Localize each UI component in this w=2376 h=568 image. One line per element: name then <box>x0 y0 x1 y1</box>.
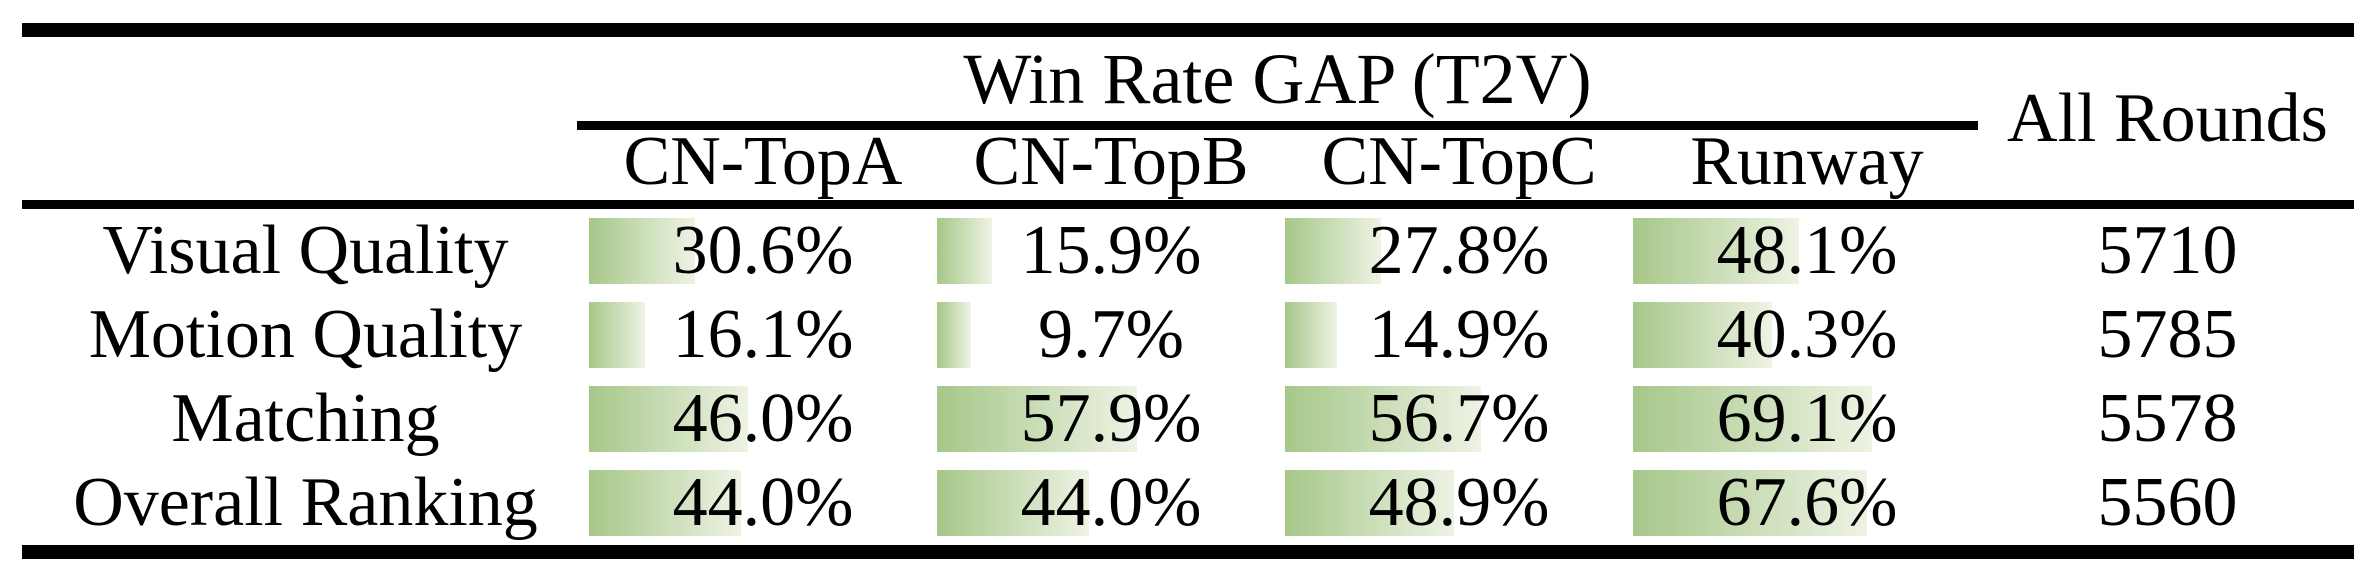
win-rate-bar <box>937 218 992 284</box>
win-rate-bar <box>1633 218 1799 284</box>
table-row: Visual Quality 30.6% 15.9% 27.8% 48.1% 5… <box>22 209 2354 293</box>
win-rate-cell: 40.3% <box>1633 293 1981 377</box>
win-rate-cell: 44.0% <box>937 461 1285 545</box>
win-rate-value: 46.0% <box>672 380 854 457</box>
column-headers: CN-TopA CN-TopB CN-TopC Runway <box>589 124 1981 200</box>
all-rounds-column-header: All Rounds <box>2007 79 2328 157</box>
span-header-underline <box>577 121 1978 130</box>
win-rate-cell: 67.6% <box>1633 461 1981 545</box>
win-rate-bar <box>1285 218 1381 284</box>
column-header-cn-topb: CN-TopB <box>973 123 1249 200</box>
win-rate-bar <box>1633 470 1867 536</box>
win-rate-bar <box>589 218 695 284</box>
win-rate-value: 30.6% <box>672 212 854 289</box>
win-rate-bar <box>1633 386 1872 452</box>
row-label: Matching <box>171 380 440 457</box>
table-top-rule <box>22 23 2354 37</box>
win-rate-value: 44.0% <box>1020 464 1202 541</box>
win-rate-bar <box>589 386 748 452</box>
table-row: Motion Quality 16.1% 9.7% 14.9% 40.3% 57… <box>22 293 2354 377</box>
win-rate-bar <box>937 302 971 368</box>
win-rate-cell: 16.1% <box>589 293 937 377</box>
win-rate-bar <box>1285 470 1454 536</box>
table-bottom-rule <box>22 545 2354 559</box>
span-header-title: Win Rate GAP (T2V) <box>963 39 1592 119</box>
win-rate-value: 9.7% <box>1038 296 1184 373</box>
win-rate-bar <box>937 386 1137 452</box>
win-rate-value: 15.9% <box>1020 212 1202 289</box>
win-rate-bar <box>1285 302 1337 368</box>
win-rate-value: 40.3% <box>1716 296 1898 373</box>
win-rate-value: 56.7% <box>1368 380 1550 457</box>
win-rate-bar <box>589 302 645 368</box>
row-label: Visual Quality <box>102 212 509 289</box>
all-rounds-value: 5785 <box>2097 296 2238 373</box>
win-rate-value: 48.9% <box>1368 464 1550 541</box>
win-rate-bar <box>589 470 741 536</box>
win-rate-value: 57.9% <box>1020 380 1202 457</box>
row-label: Overall Ranking <box>73 464 538 541</box>
win-rate-cell: 9.7% <box>937 293 1285 377</box>
win-rate-value: 27.8% <box>1368 212 1550 289</box>
win-rate-cell: 44.0% <box>589 461 937 545</box>
all-rounds-value: 5560 <box>2097 464 2238 541</box>
win-rate-value: 69.1% <box>1716 380 1898 457</box>
win-rate-cell: 69.1% <box>1633 377 1981 461</box>
win-rate-value: 48.1% <box>1716 212 1898 289</box>
win-rate-cell: 27.8% <box>1285 209 1633 293</box>
win-rate-cell: 57.9% <box>937 377 1285 461</box>
all-rounds-value: 5578 <box>2097 380 2238 457</box>
win-rate-value: 44.0% <box>672 464 854 541</box>
win-rate-cell: 14.9% <box>1285 293 1633 377</box>
win-rate-cell: 48.9% <box>1285 461 1633 545</box>
column-header-runway: Runway <box>1690 123 1924 200</box>
header-body-rule <box>22 200 2354 209</box>
win-rate-cell: 48.1% <box>1633 209 1981 293</box>
win-rate-value: 14.9% <box>1368 296 1550 373</box>
table-row: Matching 46.0% 57.9% 56.7% 69.1% 5578 <box>22 377 2354 461</box>
column-header-cn-topc: CN-TopC <box>1321 123 1597 200</box>
table-row: Overall Ranking 44.0% 44.0% 48.9% 67.6% … <box>22 461 2354 545</box>
win-rate-bar <box>1633 302 1772 368</box>
win-rate-bar <box>1285 386 1481 452</box>
win-rate-cell: 56.7% <box>1285 377 1633 461</box>
win-rate-value: 67.6% <box>1716 464 1898 541</box>
row-label: Motion Quality <box>88 296 523 373</box>
all-rounds-value: 5710 <box>2097 212 2238 289</box>
table-body: Visual Quality 30.6% 15.9% 27.8% 48.1% 5… <box>22 209 2354 545</box>
win-rate-cell: 15.9% <box>937 209 1285 293</box>
win-rate-cell: 30.6% <box>589 209 937 293</box>
win-rate-cell: 46.0% <box>589 377 937 461</box>
win-rate-bar <box>937 470 1089 536</box>
win-rate-value: 16.1% <box>672 296 854 373</box>
column-header-cn-topa: CN-TopA <box>623 123 903 200</box>
